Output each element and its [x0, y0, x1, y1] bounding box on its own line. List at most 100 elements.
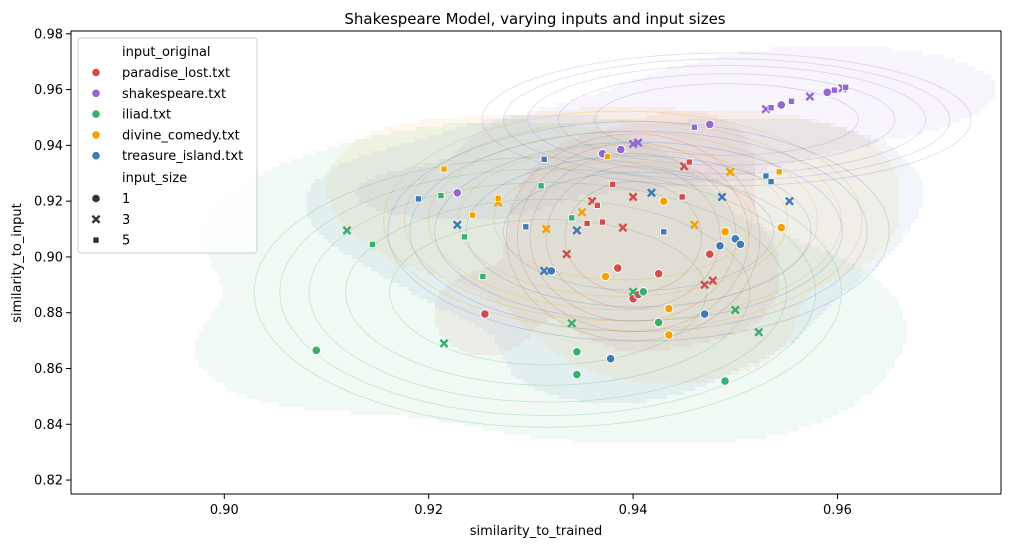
- kde-cell: [467, 323, 471, 327]
- kde-cell: [523, 203, 527, 207]
- kde-cell: [519, 211, 523, 215]
- kde-cell: [527, 319, 531, 323]
- kde-cell: [551, 199, 555, 203]
- kde-cell: [515, 215, 519, 219]
- kde-cell: [555, 151, 559, 155]
- kde-cell: [467, 335, 471, 339]
- kde-cell: [503, 295, 507, 299]
- kde-cell: [567, 299, 571, 303]
- kde-cell: [459, 283, 463, 287]
- kde-cell: [567, 155, 571, 159]
- kde-cell: [575, 151, 579, 155]
- kde-cell: [583, 319, 587, 323]
- kde-cell: [547, 159, 551, 163]
- kde-cell: [543, 315, 547, 319]
- kde-cell: [519, 231, 523, 235]
- kde-cell: [443, 319, 447, 323]
- kde-cell: [551, 175, 555, 179]
- kde-cell: [463, 303, 467, 307]
- kde-cell: [567, 147, 571, 151]
- kde-cell: [531, 223, 535, 227]
- kde-cell: [491, 311, 495, 315]
- kde-cell: [435, 303, 439, 307]
- kde-cell: [603, 167, 607, 171]
- kde-cell: [491, 291, 495, 295]
- kde-cell: [551, 315, 555, 319]
- kde-cell: [531, 203, 535, 207]
- kde-cell: [575, 207, 579, 211]
- kde-cell: [451, 331, 455, 335]
- kde-cell: [559, 303, 563, 307]
- kde-cell: [591, 311, 595, 315]
- kde-cell: [439, 291, 443, 295]
- kde-cell: [559, 223, 563, 227]
- kde-cell: [527, 251, 531, 255]
- kde-cell: [543, 191, 547, 195]
- kde-cell: [579, 331, 583, 335]
- kde-cell: [583, 139, 587, 143]
- kde-cell: [595, 199, 599, 203]
- kde-cell: [495, 335, 499, 339]
- kde-cell: [527, 175, 531, 179]
- kde-cell: [523, 243, 527, 247]
- kde-cell: [475, 287, 479, 291]
- kde-cell: [575, 191, 579, 195]
- kde-cell: [467, 319, 471, 323]
- kde-cell: [603, 307, 607, 311]
- kde-cell: [519, 183, 523, 187]
- kde-cell: [455, 311, 459, 315]
- kde-cell: [607, 195, 611, 199]
- kde-cell: [595, 139, 599, 143]
- kde-cell: [595, 103, 599, 107]
- kde-cell: [467, 331, 471, 335]
- kde-cell: [487, 343, 491, 347]
- kde-cell: [627, 91, 631, 95]
- kde-cell: [515, 267, 519, 271]
- kde-cell: [579, 323, 583, 327]
- kde-cell: [559, 103, 563, 107]
- kde-cell: [579, 307, 583, 311]
- kde-cell: [603, 319, 607, 323]
- kde-cell: [531, 303, 535, 307]
- kde-cell: [523, 187, 527, 191]
- kde-cell: [523, 191, 527, 195]
- kde-cell: [543, 215, 547, 219]
- kde-cell: [551, 279, 555, 283]
- kde-cell: [531, 283, 535, 287]
- kde-cell: [587, 335, 591, 339]
- kde-cell: [531, 327, 535, 331]
- kde-cell: [463, 331, 467, 335]
- kde-cell: [567, 235, 571, 239]
- kde-cell: [543, 171, 547, 175]
- kde-cell: [579, 163, 583, 167]
- kde-cell: [491, 271, 495, 275]
- kde-cell: [523, 311, 527, 315]
- kde-cell: [519, 219, 523, 223]
- kde-cell: [559, 183, 563, 187]
- kde-cell: [575, 239, 579, 243]
- kde-cell: [599, 143, 603, 147]
- kde-cell: [495, 315, 499, 319]
- kde-cell: [547, 275, 551, 279]
- kde-cell: [499, 343, 503, 347]
- kde-cell: [455, 279, 459, 283]
- kde-cell: [527, 295, 531, 299]
- kde-cell: [615, 87, 619, 91]
- kde-cell: [535, 279, 539, 283]
- kde-cell: [539, 263, 543, 267]
- kde-cell: [495, 291, 499, 295]
- kde-cell: [467, 299, 471, 303]
- kde-cell: [543, 303, 547, 307]
- kde-cell: [575, 147, 579, 151]
- kde-cell: [507, 251, 511, 255]
- kde-cell: [607, 91, 611, 95]
- kde-cell: [583, 195, 587, 199]
- kde-cell: [479, 307, 483, 311]
- kde-cell: [603, 203, 607, 207]
- kde-cell: [599, 307, 603, 311]
- kde-cell: [559, 171, 563, 175]
- kde-cell: [587, 291, 591, 295]
- kde-cell: [583, 259, 587, 263]
- kde-cell: [571, 147, 575, 151]
- kde-cell: [563, 155, 567, 159]
